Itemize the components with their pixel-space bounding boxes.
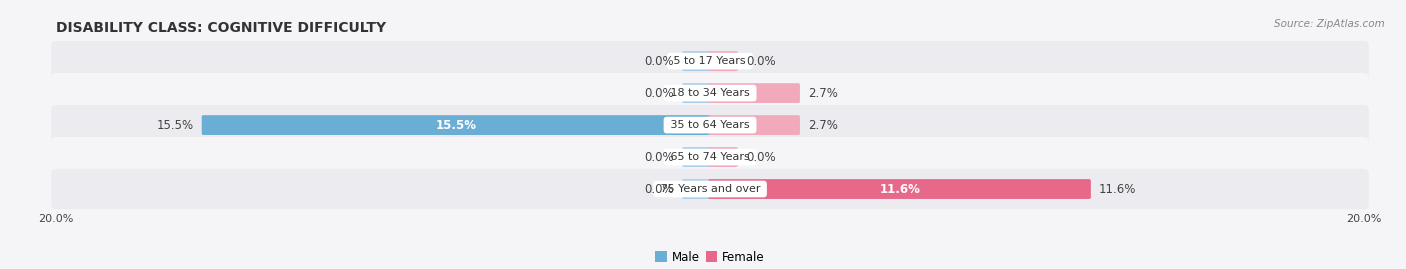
FancyBboxPatch shape [682, 51, 711, 71]
FancyBboxPatch shape [682, 83, 711, 103]
FancyBboxPatch shape [52, 105, 1368, 145]
Text: 75 Years and over: 75 Years and over [657, 184, 763, 194]
Text: 0.0%: 0.0% [747, 55, 776, 68]
Text: 11.6%: 11.6% [1099, 183, 1136, 196]
FancyBboxPatch shape [52, 73, 1368, 113]
FancyBboxPatch shape [709, 179, 1091, 199]
Text: 0.0%: 0.0% [644, 183, 673, 196]
FancyBboxPatch shape [709, 147, 738, 167]
FancyBboxPatch shape [682, 179, 711, 199]
FancyBboxPatch shape [52, 137, 1368, 177]
Text: 5 to 17 Years: 5 to 17 Years [671, 56, 749, 66]
Text: 2.7%: 2.7% [808, 119, 838, 132]
Text: 18 to 34 Years: 18 to 34 Years [666, 88, 754, 98]
Text: DISABILITY CLASS: COGNITIVE DIFFICULTY: DISABILITY CLASS: COGNITIVE DIFFICULTY [56, 21, 387, 35]
Text: Source: ZipAtlas.com: Source: ZipAtlas.com [1274, 19, 1385, 29]
FancyBboxPatch shape [709, 115, 800, 135]
Text: 0.0%: 0.0% [644, 87, 673, 100]
FancyBboxPatch shape [52, 169, 1368, 209]
FancyBboxPatch shape [709, 83, 800, 103]
FancyBboxPatch shape [709, 51, 738, 71]
Text: 0.0%: 0.0% [644, 151, 673, 164]
Text: 15.5%: 15.5% [436, 119, 477, 132]
Text: 0.0%: 0.0% [644, 55, 673, 68]
Text: 0.0%: 0.0% [747, 151, 776, 164]
FancyBboxPatch shape [201, 115, 711, 135]
Text: 15.5%: 15.5% [156, 119, 194, 132]
Legend: Male, Female: Male, Female [651, 246, 769, 268]
FancyBboxPatch shape [52, 41, 1368, 81]
FancyBboxPatch shape [682, 147, 711, 167]
Text: 35 to 64 Years: 35 to 64 Years [666, 120, 754, 130]
Text: 2.7%: 2.7% [808, 87, 838, 100]
Text: 11.6%: 11.6% [879, 183, 920, 196]
Text: 65 to 74 Years: 65 to 74 Years [666, 152, 754, 162]
